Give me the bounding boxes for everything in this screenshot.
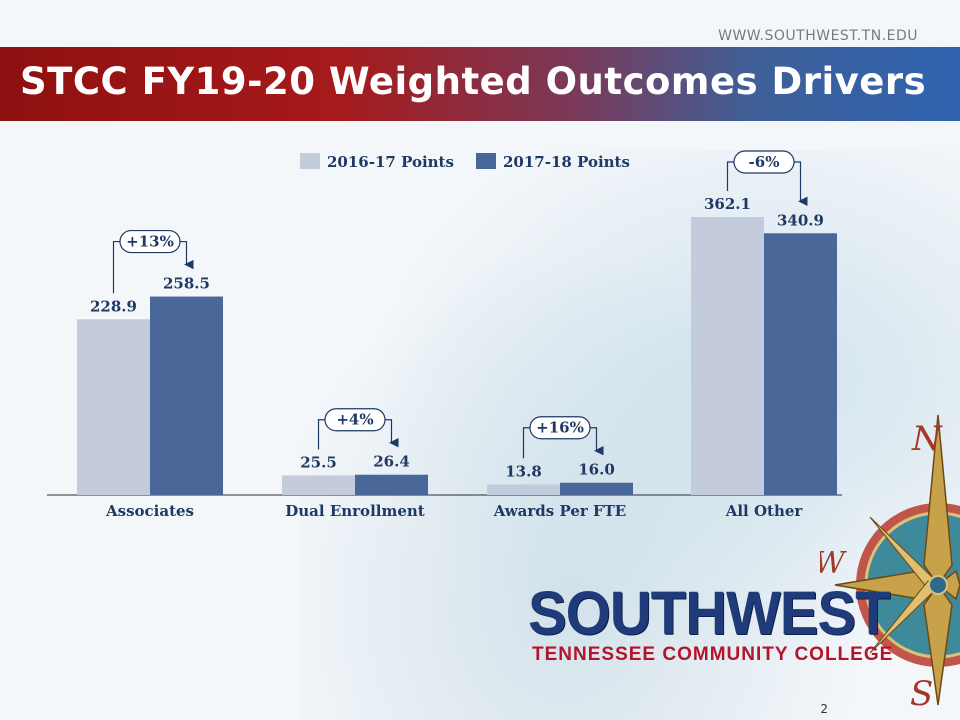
- legend-swatch-2016: [300, 153, 320, 169]
- change-badge-2: [529, 416, 591, 440]
- college-logo-name: SOUTHWEST: [528, 579, 891, 648]
- legend-label-2017: 2017-18 Points: [503, 153, 630, 171]
- bar-2016-3: [691, 217, 764, 496]
- category-label-3: All Other: [725, 502, 804, 520]
- website-url: WWW.SOUTHWEST.TN.EDU: [718, 28, 918, 44]
- data-label-2017-1: 26.4: [373, 453, 410, 471]
- bar-2017-3: [764, 233, 837, 495]
- slide-title: STCC FY19-20 Weighted Outcomes Drivers: [20, 60, 927, 103]
- change-label-1: +4%: [336, 411, 373, 429]
- bar-2017-2: [560, 482, 633, 495]
- chart-marks: 228.9 258.5 Associates +13% 25.5 26.4 Dual Enr…: [77, 150, 837, 520]
- change-badge-0: [119, 229, 181, 254]
- category-label-1: Dual Enrollment: [285, 502, 425, 520]
- change-label-2: +16%: [536, 419, 584, 437]
- data-label-2016-3: 362.1: [704, 195, 751, 213]
- data-label-2016-1: 25.5: [300, 453, 337, 471]
- legend-swatch-2017: [476, 153, 496, 169]
- chart-legend: 2016-17 Points 2017-18 Points: [300, 153, 630, 171]
- category-label-2: Awards Per FTE: [493, 502, 627, 520]
- change-badge-3: [733, 150, 795, 174]
- bar-2017-1: [355, 474, 428, 495]
- category-label-0: Associates: [105, 502, 194, 520]
- change-badge-1: [324, 408, 386, 432]
- change-label-3: -6%: [749, 153, 780, 171]
- title-banner: [0, 47, 960, 121]
- data-label-2016-2: 13.8: [505, 462, 542, 480]
- bar-2016-2: [487, 484, 560, 495]
- bar-2017-0: [150, 296, 223, 495]
- compass-letter-n: N: [911, 419, 943, 459]
- compass-letter-s: S: [910, 674, 933, 714]
- bar-2016-1: [282, 475, 355, 495]
- compass-letter-w: W: [820, 546, 847, 581]
- change-label-0: +13%: [126, 233, 174, 251]
- bar-2016-0: [77, 319, 150, 495]
- legend-label-2016: 2016-17 Points: [327, 153, 454, 171]
- data-label-2016-0: 228.9: [90, 297, 137, 315]
- data-label-2017-3: 340.9: [777, 211, 824, 229]
- compass-emblem: N W S: [820, 414, 960, 714]
- page-number: 2: [820, 702, 828, 716]
- data-label-2017-2: 16.0: [578, 461, 615, 479]
- college-logo-subtitle: TENNESSEE COMMUNITY COLLEGE: [532, 644, 894, 665]
- background-splash: [300, 150, 960, 720]
- data-label-2017-0: 258.5: [163, 275, 210, 293]
